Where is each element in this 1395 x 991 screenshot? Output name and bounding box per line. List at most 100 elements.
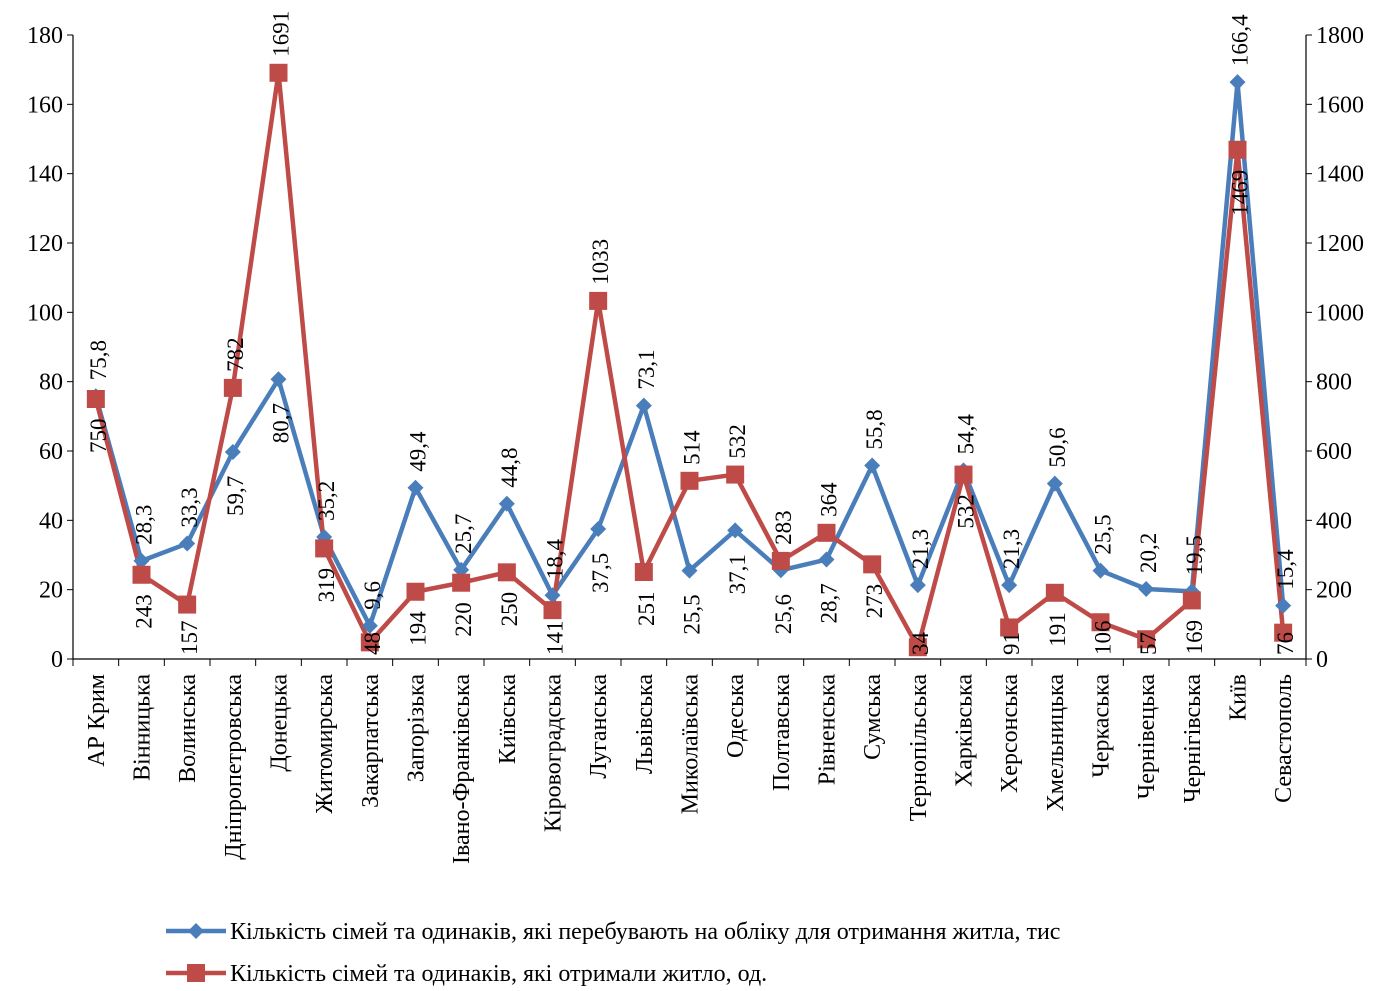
y-tick-label-left: 80: [39, 370, 63, 396]
y-tick-label-left: 160: [27, 92, 63, 118]
series-1-data-label: 25,5: [680, 594, 705, 634]
series-2-point: [726, 465, 745, 484]
x-tick-label: Херсонська: [997, 674, 1023, 793]
y-tick-label-left: 20: [39, 578, 63, 604]
x-tick-label: Севастополь: [1271, 674, 1297, 803]
series-1-data-label: 49,4: [406, 431, 431, 472]
chart-series-lines: [93, 70, 1286, 650]
series-2-data-label: 1691: [269, 11, 294, 57]
series-1-data-label: 44,8: [497, 447, 522, 487]
series-2-point: [634, 562, 653, 581]
series-2-data-label: 532: [725, 424, 750, 459]
series-1-data-label: 19,5: [1182, 535, 1207, 575]
series-2-data-label: 364: [817, 482, 842, 517]
x-tick-label: Вінницька: [130, 674, 156, 781]
series-1-point: [635, 397, 652, 414]
series-1-data-label: 25,7: [451, 514, 476, 554]
x-tick-label: Житомирська: [312, 674, 338, 814]
series-line-2: [93, 70, 1286, 650]
series-2-data-label: 514: [680, 430, 705, 465]
series-1-data-label: 28,7: [817, 583, 842, 623]
series-1-data-label: 59,7: [223, 476, 248, 516]
series-1-data-label: 25,6: [771, 594, 796, 634]
series-2-point: [543, 601, 562, 620]
series-2-point: [863, 555, 882, 574]
x-tick-label: Волинська: [175, 674, 201, 783]
x-tick-label: Київська: [495, 674, 521, 765]
y-tick-label-right: 1600: [1316, 92, 1364, 118]
series-2-data-label: 319: [314, 568, 339, 603]
y-tick-label-right: 800: [1316, 370, 1352, 396]
x-tick-label: Черкаська: [1089, 674, 1115, 778]
x-tick-label: Чернівецька: [1134, 674, 1160, 800]
series-2-data-label: 191: [1045, 612, 1070, 647]
series-2-data-label: 57: [1136, 632, 1161, 655]
series-1-data-label: 18,4: [543, 538, 568, 579]
x-tick-label: Одеська: [723, 674, 749, 758]
series-1-data-label: 37,5: [588, 553, 613, 593]
series-2-point: [1045, 583, 1064, 602]
series-2-data-label: 34: [908, 632, 933, 656]
series-1-data-label: 37,1: [725, 554, 750, 594]
series-1-data-label: 9,6: [360, 581, 385, 610]
x-tick-label: Донецька: [267, 674, 293, 772]
y-tick-label-left: 100: [27, 300, 63, 326]
series-2-point: [1182, 591, 1201, 610]
x-tick-label: Львівська: [632, 674, 658, 774]
chart-data-labels: 75,8 28,3 33,3 59,7 80,7 35,2 9,6 49,4 25,7 44,8 1…: [86, 11, 1298, 655]
series-2-data-label: 1469: [1228, 170, 1253, 216]
series-2-point: [497, 563, 516, 582]
series-2-point: [360, 633, 379, 652]
x-tick-label: Івано-Франківська: [449, 674, 475, 864]
y-tick-label-right: 200: [1316, 578, 1352, 604]
series-2-data-label: 91: [999, 632, 1024, 655]
y-tick-label-right: 1800: [1316, 23, 1364, 49]
series-2-data-label: 220: [451, 602, 476, 637]
series-1-data-label: 55,8: [862, 409, 887, 449]
y-tick-label-left: 0: [51, 647, 63, 673]
series-1-data-label: 73,1: [634, 349, 659, 389]
x-tick-label: Дніпропетровська: [221, 674, 247, 860]
series-2-point: [406, 582, 425, 601]
series-2-data-label: 283: [771, 510, 796, 545]
series-2-data-label: 250: [497, 592, 522, 627]
series-2-data-label: 782: [223, 337, 248, 372]
series-1-data-label: 75,8: [86, 340, 111, 380]
x-tick-label: Харківська: [952, 674, 978, 787]
series-1-data-label: 54,4: [954, 414, 979, 455]
series-2-point: [1228, 140, 1247, 159]
series-2-data-label: 251: [634, 591, 659, 626]
series-1-point: [1092, 562, 1109, 579]
series-2-data-label: 157: [177, 621, 202, 656]
series-2-point: [178, 595, 197, 614]
series-1-point: [1046, 475, 1063, 492]
series-2-point: [452, 573, 471, 592]
series-2-data-label: 273: [862, 584, 887, 619]
legend-marker-diamond: [188, 923, 204, 939]
x-tick-label: Київ: [1226, 674, 1252, 721]
series-1-point: [133, 552, 150, 569]
y-tick-label-right: 600: [1316, 439, 1352, 465]
series-1-point: [1275, 597, 1292, 614]
series-1-point: [909, 577, 926, 594]
legend-marker-square: [187, 964, 205, 982]
series-2-point: [589, 291, 608, 310]
chart-legend: Кількість сімей та одинаків, які перебув…: [166, 919, 1060, 987]
y-tick-label-left: 140: [27, 162, 63, 188]
y-tick-label-right: 1200: [1316, 231, 1364, 257]
series-1-point: [407, 479, 424, 496]
series-1-data-label: 21,3: [908, 529, 933, 569]
series-2-point: [269, 63, 288, 82]
series-2-data-label: 141: [543, 621, 568, 656]
x-tick-label: Рівненська: [815, 674, 841, 786]
series-2-data-label: 750: [86, 419, 111, 454]
y-tick-label-left: 40: [39, 508, 63, 534]
x-tick-label: Кіровоградська: [541, 674, 567, 832]
series-1-data-label: 20,2: [1136, 533, 1161, 573]
x-tick-label: Миколаївська: [678, 674, 704, 815]
series-1-point: [224, 444, 241, 461]
series-2-data-label: 169: [1182, 620, 1207, 655]
series-2-data-label: 1033: [588, 239, 613, 285]
series-2-point: [315, 539, 334, 558]
